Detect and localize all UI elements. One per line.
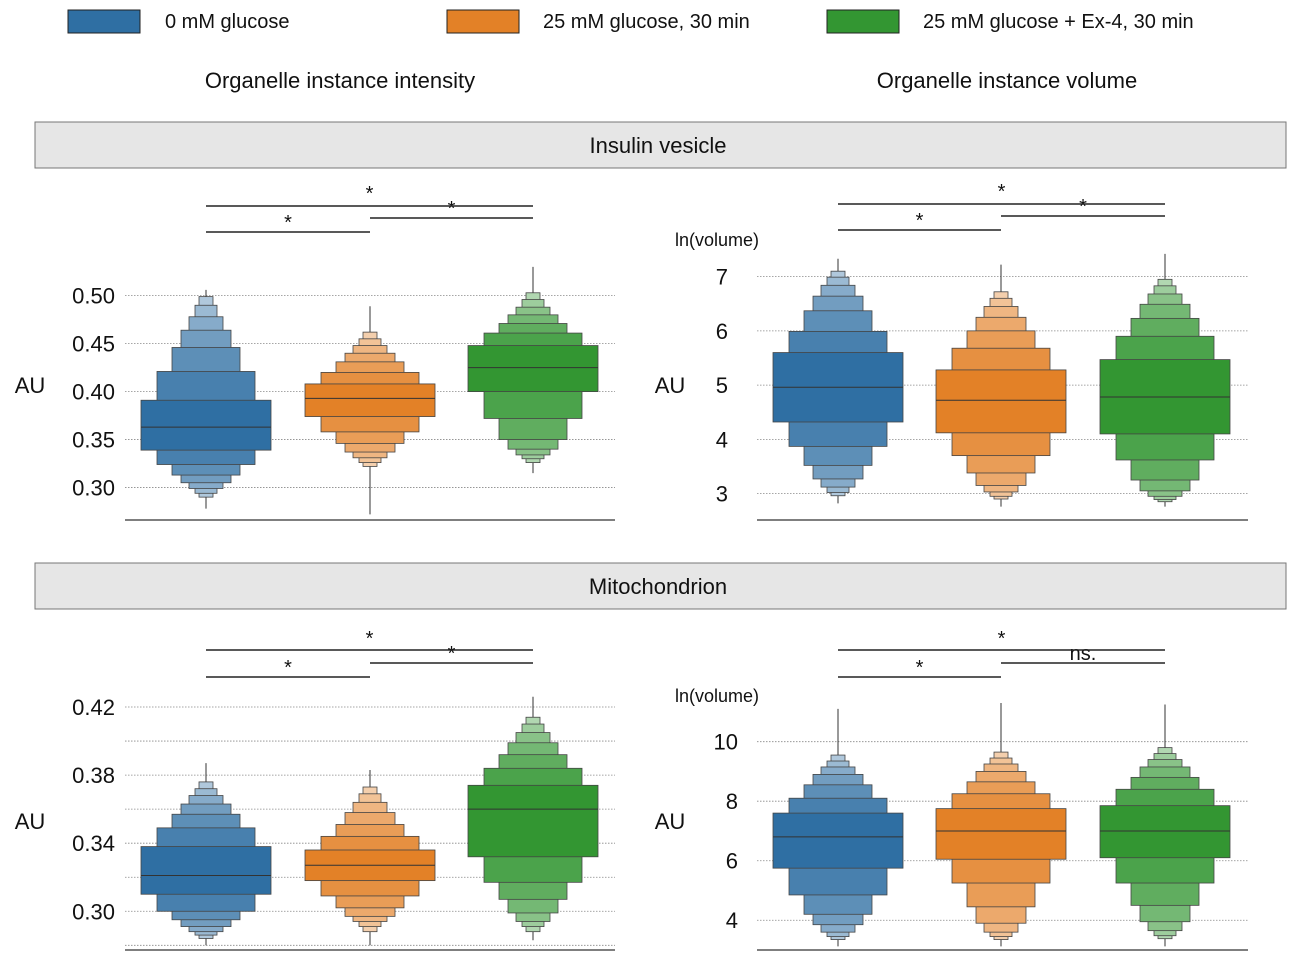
boxen-series-1 — [304, 769, 436, 946]
significance-label: * — [366, 183, 374, 205]
boxen-level-0 — [1099, 805, 1231, 859]
y-tick-label: 0.35 — [72, 428, 115, 453]
significance-label: * — [916, 210, 924, 232]
row-title-mitochondrion: Mitochondrion — [589, 574, 727, 599]
panel-mito-intensity: 0.30 0.34 0.38 0.42 AU * * * — [15, 628, 615, 951]
significance-label: * — [284, 212, 292, 234]
y-axis-label: AU — [15, 373, 46, 398]
row-title-insulin-vesicle: Insulin vesicle — [590, 133, 727, 158]
boxen-series-1 — [935, 702, 1067, 947]
y-axis-label: AU — [655, 809, 686, 834]
legend-label-1: 25 mM glucose, 30 min — [543, 11, 750, 33]
legend-swatch-2 — [826, 9, 900, 34]
y-tick-label: 3 — [716, 482, 728, 507]
y-tick-label: 4 — [716, 427, 728, 452]
legend: 0 mM glucose 25 mM glucose, 30 min 25 mM… — [67, 9, 1194, 34]
panel-mito-volume: 4 6 8 10 AU ln(volume) * ns. * — [655, 628, 1248, 951]
y-tick-label: 4 — [726, 908, 738, 933]
boxen-series-1 — [304, 306, 436, 515]
y-tick-label: 0.50 — [72, 284, 115, 309]
y-tick-label: 0.42 — [72, 695, 115, 720]
y-tick-label: 6 — [716, 319, 728, 344]
legend-swatch-0 — [67, 9, 141, 34]
legend-label-2: 25 mM glucose + Ex-4, 30 min — [923, 11, 1194, 33]
boxen-level-0 — [140, 399, 272, 451]
significance-label: * — [998, 181, 1006, 203]
legend-label-0: 0 mM glucose — [165, 11, 290, 33]
boxen-level-0 — [140, 846, 272, 895]
boxen-level-0 — [467, 784, 599, 858]
boxen-series-2 — [467, 696, 599, 941]
significance-label: * — [284, 657, 292, 679]
row-strip-insulin-vesicle: Insulin vesicle — [34, 121, 1287, 169]
row-strip-mitochondrion: Mitochondrion — [34, 562, 1287, 610]
legend-swatch-1 — [446, 9, 520, 34]
y-tick-label: 10 — [714, 730, 738, 755]
boxen-series-0 — [772, 708, 904, 947]
y-tick-label: 7 — [716, 265, 728, 290]
boxen-level-0 — [772, 812, 904, 869]
boxen-series-0 — [772, 258, 904, 504]
panel-vesicle-volume: 3 4 5 6 7 AU ln(volume) * * * — [655, 181, 1248, 521]
y-tick-label: 5 — [716, 373, 728, 398]
y-tick-label: 8 — [726, 789, 738, 814]
y-tick-label: 0.38 — [72, 763, 115, 788]
unit-label: ln(volume) — [675, 230, 759, 250]
significance-label: * — [448, 198, 456, 220]
boxen-level-0 — [935, 808, 1067, 860]
significance-label: * — [916, 657, 924, 679]
column-title-volume: Organelle instance volume — [877, 68, 1137, 93]
y-tick-label: 0.40 — [72, 380, 115, 405]
significance-label: ns. — [1070, 643, 1097, 665]
y-axis-label: AU — [15, 809, 46, 834]
boxen-level-0 — [935, 369, 1067, 434]
panel-vesicle-intensity: 0.30 0.35 0.40 0.45 0.50 AU * * * — [15, 183, 615, 521]
boxen-series-0 — [140, 763, 272, 946]
boxen-level-0 — [304, 383, 436, 417]
boxen-series-1 — [935, 264, 1067, 507]
y-tick-label: 0.45 — [72, 332, 115, 357]
significance-label: * — [1079, 196, 1087, 218]
boxen-series-2 — [1099, 253, 1231, 507]
boxen-series-0 — [140, 289, 272, 509]
y-tick-label: 6 — [726, 849, 738, 874]
unit-label: ln(volume) — [675, 686, 759, 706]
boxen-level-0 — [467, 345, 599, 393]
significance-label: * — [366, 628, 374, 650]
boxen-series-2 — [467, 266, 599, 474]
column-title-intensity: Organelle instance intensity — [205, 68, 475, 93]
boxen-series-2 — [1099, 704, 1231, 947]
significance-label: * — [448, 643, 456, 665]
significance-label: * — [998, 628, 1006, 650]
y-tick-label: 0.30 — [72, 476, 115, 501]
y-tick-label: 0.34 — [72, 831, 115, 856]
y-axis-label: AU — [655, 373, 686, 398]
y-tick-label: 0.30 — [72, 899, 115, 924]
